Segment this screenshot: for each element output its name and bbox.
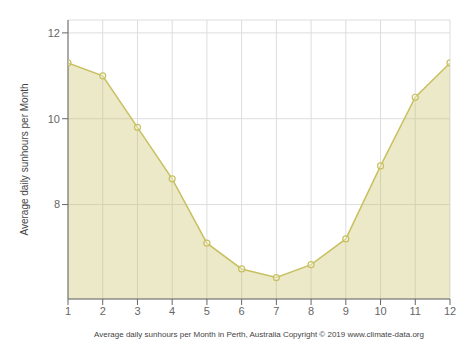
svg-text:3: 3	[134, 305, 140, 317]
svg-text:10: 10	[48, 113, 60, 125]
svg-text:1: 1	[65, 305, 71, 317]
svg-text:8: 8	[54, 198, 60, 210]
svg-text:2: 2	[100, 305, 106, 317]
svg-text:6: 6	[239, 305, 245, 317]
svg-text:12: 12	[444, 305, 456, 317]
svg-text:Average daily sunhours per Mon: Average daily sunhours per Month	[19, 83, 30, 235]
svg-text:5: 5	[204, 305, 210, 317]
svg-text:9: 9	[343, 305, 349, 317]
svg-text:7: 7	[273, 305, 279, 317]
svg-text:Average daily sunhours per Mon: Average daily sunhours per Month in Pert…	[94, 330, 424, 339]
svg-text:8: 8	[308, 305, 314, 317]
svg-text:11: 11	[410, 305, 421, 317]
svg-text:4: 4	[169, 305, 175, 317]
svg-text:12: 12	[48, 27, 60, 39]
svg-text:10: 10	[374, 305, 386, 317]
